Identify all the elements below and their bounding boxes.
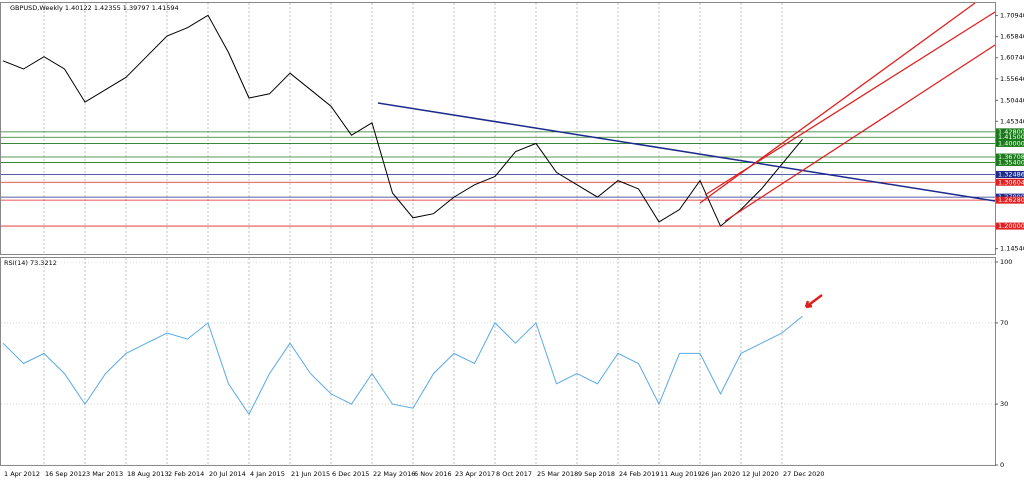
y-tick-label: 1.60740 — [1000, 54, 1024, 62]
x-tick-label: 26 Jan 2020 — [701, 470, 740, 478]
level: 1.40000 — [1, 139, 1024, 147]
level-label: 1.40000 — [998, 139, 1024, 147]
x-tick-label: 6 Nov 2016 — [414, 470, 452, 478]
y-tick-label: 1.65840 — [1000, 33, 1024, 41]
level-tag — [996, 178, 1024, 186]
level: 1.30604 — [1, 178, 1024, 186]
x-tick-label: 12 Jul 2020 — [742, 470, 779, 478]
x-tick-label: 21 Jun 2015 — [291, 470, 330, 478]
level-tag — [996, 170, 1024, 178]
y-tick-label: 1.55640 — [1000, 75, 1024, 83]
level-label: 1.20000 — [998, 222, 1024, 230]
level-tag — [996, 196, 1024, 204]
level: 1.35400 — [1, 158, 1024, 166]
x-tick-label: 18 Aug 2013 — [127, 470, 169, 478]
x-tick-label: 9 Sep 2018 — [578, 470, 615, 478]
level-label: 1.30604 — [998, 178, 1024, 186]
y-tick-label: 100 — [1000, 258, 1012, 266]
x-tick-label: 22 May 2016 — [373, 470, 415, 478]
level-tag — [996, 158, 1024, 166]
x-tick-label: 1 Apr 2012 — [4, 470, 40, 478]
x-tick-label: 4 Jan 2015 — [250, 470, 285, 478]
x-tick-label: 2 Feb 2014 — [168, 470, 204, 478]
y-tick-label: 30 — [1000, 400, 1008, 408]
y-tick-label: 0 — [1000, 461, 1004, 469]
y-tick-label: 70 — [1000, 319, 1008, 327]
x-tick-label: 8 Oct 2017 — [496, 470, 532, 478]
rsi-panel — [0, 257, 996, 466]
level-label: 1.41500 — [998, 133, 1024, 141]
x-tick-label: 3 Mar 2013 — [86, 470, 123, 478]
level-tag — [996, 153, 1024, 161]
channel-line — [704, 11, 996, 196]
level-tag — [996, 222, 1024, 230]
arrow — [804, 294, 823, 309]
x-tick-label: 16 Sep 2012 — [45, 470, 86, 478]
x-tick-label: 11 Aug 2019 — [660, 470, 702, 478]
level: 1.32486 — [1, 170, 1024, 178]
x-tick-label: 23 Apr 2017 — [455, 470, 495, 478]
x-tick-label: 25 Mar 2018 — [537, 470, 578, 478]
rsi-title: RSI(14) 73.3212 — [4, 259, 57, 267]
level-tag — [996, 128, 1024, 136]
level: 1.41500 — [1, 133, 1024, 141]
trend-line — [377, 102, 996, 202]
series-line — [2, 14, 803, 227]
y-tick-label: 1.50440 — [1000, 96, 1024, 104]
x-tick-label: 6 Dec 2015 — [332, 470, 369, 478]
level: 1.42800 — [1, 128, 1024, 136]
y-tick-label: 1.14540 — [1000, 245, 1024, 253]
level-label: 1.26280 — [998, 196, 1024, 204]
price-title: GBPUSD,Weekly 1.40122 1.42355 1.39797 1.… — [10, 4, 179, 12]
level-tag — [996, 139, 1024, 147]
drawings — [377, 2, 996, 309]
y-tick-label: 1.45340 — [1000, 117, 1024, 125]
level-label: 1.36708 — [998, 153, 1024, 161]
y-tick-label: 1.70940 — [1000, 12, 1024, 20]
level-tag — [996, 133, 1024, 141]
level: 1.20000 — [1, 222, 1024, 230]
level-label: 1.35400 — [998, 158, 1024, 166]
level: 1.26280 — [1, 196, 1024, 204]
x-tick-label: 20 Jul 2014 — [209, 470, 246, 478]
price-panel — [0, 2, 996, 255]
level: 1.36708 — [1, 153, 1024, 161]
x-tick-label: 27 Dec 2020 — [783, 470, 825, 478]
x-tick-label: 24 Feb 2019 — [619, 470, 659, 478]
series-line — [2, 315, 803, 416]
level-label: 1.32486 — [998, 170, 1024, 178]
level-label: 1.42800 — [998, 128, 1024, 136]
channel-line — [724, 44, 996, 222]
